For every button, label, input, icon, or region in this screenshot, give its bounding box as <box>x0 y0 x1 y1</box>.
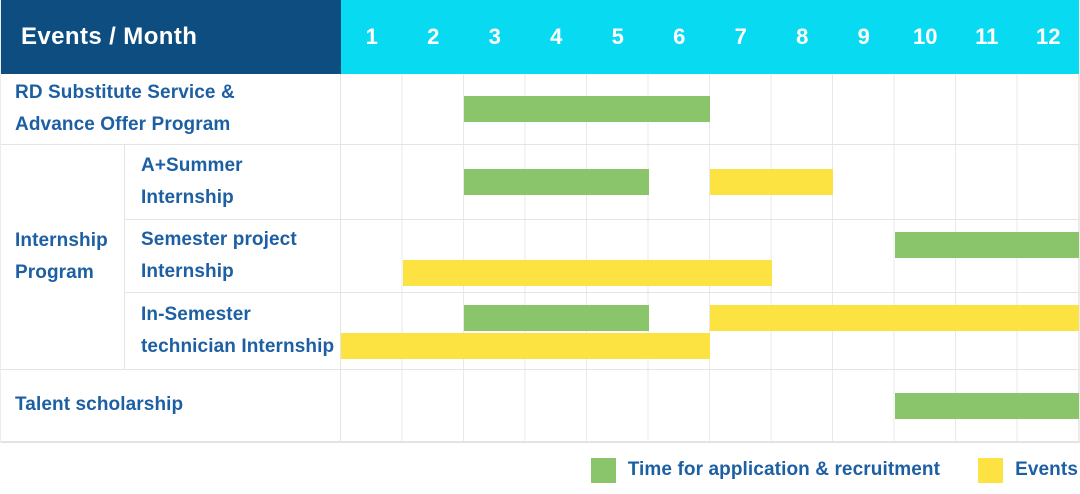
month-header-5: 5 <box>611 24 624 49</box>
gantt-track-a-plus-summer <box>341 145 1079 220</box>
month-header-2: 2 <box>427 24 440 49</box>
legend-label-application-recruitment: Time for application & recruitment <box>627 459 941 480</box>
month-header-8: 8 <box>796 24 809 49</box>
month-header-4: 4 <box>550 24 563 49</box>
legend-swatch-application-recruitment <box>590 457 616 483</box>
month-header-1: 1 <box>365 24 378 49</box>
row-group-label-internship-program: Internship Program <box>1 145 125 370</box>
gantt-bar-application <box>894 393 1079 419</box>
legend: Time for application & recruitment Event… <box>590 455 1078 485</box>
month-header-row: 1 2 3 4 5 6 7 8 9 10 11 12 <box>341 0 1079 74</box>
table-corner-header: Events / Month <box>1 0 341 74</box>
month-header-3: 3 <box>488 24 501 49</box>
gantt-bar-events <box>341 333 710 359</box>
gantt-table: Events / Month 1 2 3 4 5 6 7 8 9 10 11 12 RD Substi… <box>0 0 1080 443</box>
gantt-bar-application <box>464 96 710 122</box>
legend-label-events: Events <box>1015 459 1078 480</box>
month-header-11: 11 <box>975 24 999 49</box>
gantt-bar-application <box>464 169 649 195</box>
row-label-talent-scholarship: Talent scholarship <box>1 370 341 442</box>
gantt-track-semester-project <box>341 220 1079 293</box>
gantt-bar-events <box>402 260 772 286</box>
gantt-track-in-semester-technician <box>341 293 1079 370</box>
month-header-9: 9 <box>857 24 870 49</box>
gantt-bar-application <box>894 232 1079 258</box>
row-label-in-semester-technician-internship: In-Semester technician Internship <box>125 293 341 370</box>
gantt-bar-application <box>464 305 649 331</box>
gantt-bar-events <box>710 305 1079 331</box>
row-label-semester-project-internship: Semester project Internship <box>125 220 341 293</box>
gantt-bar-events <box>710 169 833 195</box>
month-header-12: 12 <box>1036 24 1061 49</box>
row-label-rd-substitute-service: RD Substitute Service & Advance Offer Pr… <box>1 74 341 145</box>
month-header-6: 6 <box>673 24 686 49</box>
month-header-7: 7 <box>734 24 747 49</box>
row-label-a-plus-summer-internship: A+Summer Internship <box>125 145 341 220</box>
legend-swatch-events <box>978 457 1004 483</box>
gantt-track-rd-substitute <box>341 74 1079 145</box>
gantt-track-talent-scholarship <box>341 370 1079 442</box>
month-header-10: 10 <box>913 24 938 49</box>
